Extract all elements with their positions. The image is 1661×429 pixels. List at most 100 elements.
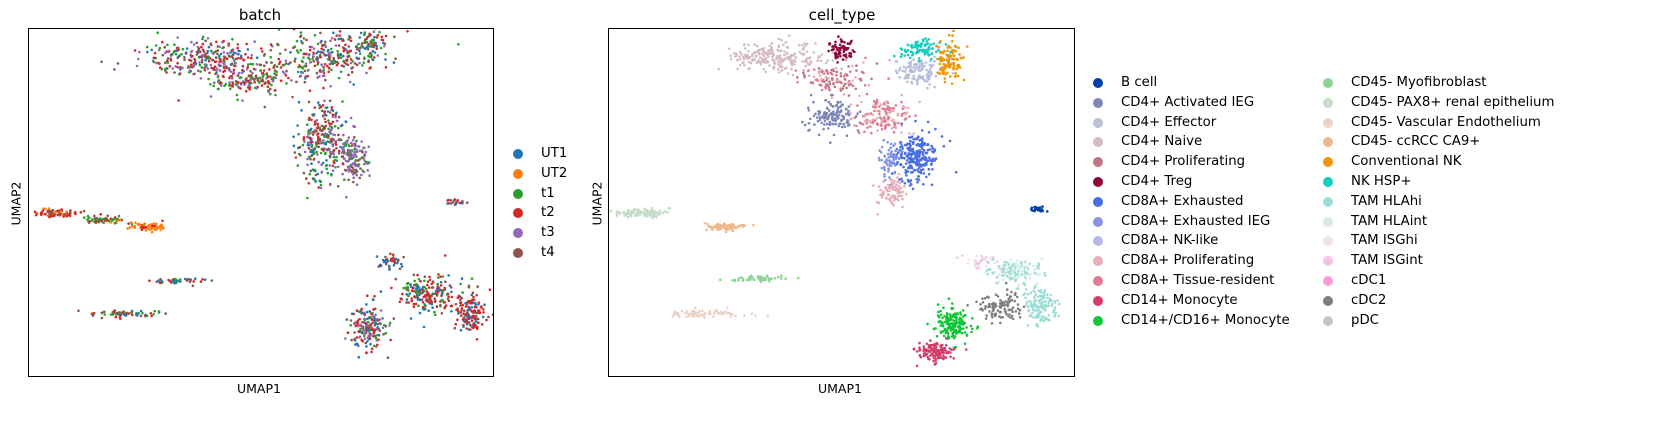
batch-point-ut2 xyxy=(157,226,161,229)
cell-type-point-tam-hlahi xyxy=(1038,299,1041,302)
cell-type-point-cd8a-exhausted xyxy=(926,159,930,162)
cell-type-point-cd4-effector xyxy=(911,77,914,80)
batch-point-t2 xyxy=(439,275,442,278)
cell-type-point-cd4-naive xyxy=(754,55,758,58)
batch-point-ut1 xyxy=(415,288,418,291)
cell-type-point-cd45-ccrcc-ca9 xyxy=(706,222,709,226)
cell-type-point-cd8a-proliferating xyxy=(896,176,899,179)
batch-point-t1 xyxy=(166,43,169,47)
batch-point-t2 xyxy=(203,66,206,70)
cell-type-point-cd45-vascular-endothelium xyxy=(698,311,701,315)
cell-type-point-conventional-nk xyxy=(958,53,961,56)
batch-point-t2 xyxy=(294,156,298,159)
batch-point-t3 xyxy=(328,164,332,167)
cell-type-point-tam-hlahi xyxy=(991,258,995,261)
cell-type-point-cdc2 xyxy=(1016,307,1020,311)
cell-type-point-cd14-monocyte xyxy=(918,341,921,345)
legend-marker xyxy=(513,168,523,179)
cell-type-point-cd4-proliferating xyxy=(845,86,848,90)
batch-point-t2 xyxy=(159,281,162,285)
cell-type-point-cd4-naive xyxy=(755,44,759,48)
batch-point-t4 xyxy=(347,54,351,58)
cell-type-point-cd8a-tissue-resident xyxy=(890,107,893,110)
cell-type-point-cd4-naive xyxy=(777,49,781,53)
batch-point-t2 xyxy=(338,30,342,33)
batch-point-t2 xyxy=(428,275,431,279)
batch-point-t2 xyxy=(246,65,250,69)
cell-type-point-cd8a-exhausted xyxy=(916,151,920,154)
batch-point-t3 xyxy=(229,70,233,74)
batch-point-t4 xyxy=(465,201,469,204)
batch-point-t1 xyxy=(384,331,388,335)
cell-type-point-cd8a-nk-like xyxy=(926,86,929,90)
cell-type-point-cd4-activated-ieg xyxy=(829,102,832,106)
batch-point-t4 xyxy=(373,42,377,45)
cell-type-point-cd8a-exhausted xyxy=(920,139,924,143)
cell-type-point-cd4-naive xyxy=(741,61,744,64)
cell-type-point-cd8a-exhausted-ieg xyxy=(890,160,894,164)
cell-type-point-cd14-monocyte xyxy=(924,348,928,351)
batch-point-ut1 xyxy=(135,314,139,317)
cell-type-point-tam-hlaint xyxy=(1035,266,1038,269)
cell-type-point-cd14-cd16-monocyte xyxy=(937,314,940,317)
batch-point-t2 xyxy=(309,141,313,144)
cell-type-point-conventional-nk xyxy=(952,58,956,61)
cell-type-point-cd8a-tissue-resident xyxy=(881,107,884,110)
batch-point-t2 xyxy=(449,304,453,308)
cell-type-point-tam-isghi xyxy=(975,254,978,258)
cell-type-point-tam-hlahi xyxy=(1002,274,1005,277)
batch-point-t3 xyxy=(362,311,366,315)
cell-type-point-tam-hlaint xyxy=(1020,269,1023,272)
cell-type-point-cd14-cd16-monocyte xyxy=(958,330,962,334)
batch-point-t2 xyxy=(262,69,266,72)
batch-point-ut1 xyxy=(174,281,178,285)
cell-type-point-cd4-proliferating xyxy=(803,73,806,77)
cell-type-point-cdc2 xyxy=(999,310,1002,314)
batch-point-t3 xyxy=(284,59,288,63)
cell-type-point-conventional-nk xyxy=(954,72,957,75)
batch-point-t1 xyxy=(378,30,381,34)
batch-point-t2 xyxy=(323,110,327,113)
legend-label: CD4+ Effector xyxy=(1121,114,1217,130)
cell-type-point-tam-hlahi xyxy=(1040,303,1043,306)
batch-point-t2 xyxy=(366,326,370,329)
cell-type-point-cd4-effector xyxy=(912,74,916,78)
batch-point-t2 xyxy=(200,45,203,49)
cell-type-point-conventional-nk xyxy=(940,66,944,70)
cell-type-point-cd4-activated-ieg xyxy=(809,93,813,97)
cell-type-point-cd4-proliferating xyxy=(851,84,855,88)
cell-type-point-cd4-activated-ieg xyxy=(826,117,830,121)
batch-point-t2 xyxy=(119,317,122,320)
cell-type-point-cd4-naive xyxy=(771,58,774,62)
cell-type-point-cd8a-exhausted xyxy=(926,148,930,152)
cell-type-point-cd14-cd16-monocyte xyxy=(952,319,955,322)
cell-type-point-tam-hlahi xyxy=(1037,308,1040,312)
batch-point-t1 xyxy=(308,172,312,176)
cell-type-point-cd8a-exhausted-ieg xyxy=(883,173,886,176)
cell-type-point-nk-hsp xyxy=(914,40,918,44)
cell-type-point-tam-hlahi xyxy=(1012,264,1015,267)
cell-type-point-cd8a-proliferating xyxy=(898,181,902,185)
cell-type-point-cd8a-exhausted xyxy=(948,139,952,143)
cell-type-point-cd4-activated-ieg xyxy=(812,100,815,104)
batch-point-t2 xyxy=(447,295,450,299)
cell-type-point-conventional-nk xyxy=(959,56,962,60)
batch-point-t2 xyxy=(454,322,458,326)
batch-point-t1 xyxy=(231,37,234,41)
batch-point-t1 xyxy=(351,60,355,63)
cell-type-point-tam-hlaint xyxy=(1004,266,1007,269)
batch-point-t1 xyxy=(325,163,328,167)
batch-point-ut1 xyxy=(229,51,232,54)
cell-type-point-cd8a-proliferating xyxy=(898,194,902,198)
cell-type-point-cdc2 xyxy=(1002,302,1006,306)
cell-type-point-conventional-nk xyxy=(938,62,942,66)
cell-type-point-cd4-activated-ieg xyxy=(847,105,851,108)
batch-point-t4 xyxy=(204,39,207,43)
cell-type-point-cd14-monocyte xyxy=(944,344,948,347)
batch-point-t2 xyxy=(222,58,226,61)
cell-type-point-tam-hlahi xyxy=(1052,310,1055,313)
batch-point-t2 xyxy=(391,253,395,256)
batch-point-t3 xyxy=(358,336,362,339)
batch-point-t1 xyxy=(346,150,350,154)
cell-type-point-cd45-ccrcc-ca9 xyxy=(721,224,724,228)
